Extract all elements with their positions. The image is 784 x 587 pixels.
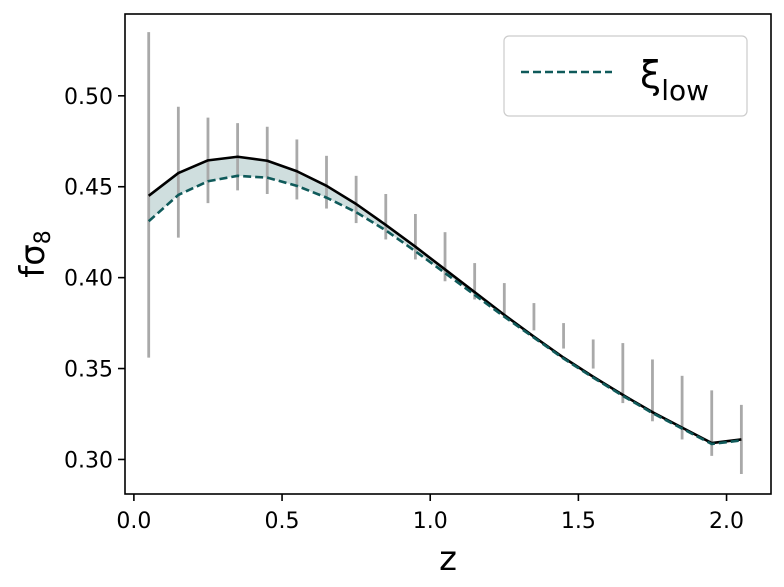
- x-tick-label: 2.0: [709, 509, 744, 534]
- tick-layer: 0.0 0.5 1.0 1.5 2.0 0.30 0.35 0.40 0.45 0.50: [64, 85, 744, 534]
- legend: ξlow: [503, 35, 748, 117]
- x-tick-label: 0.5: [265, 509, 300, 534]
- y-axis-title-main: f: [13, 265, 53, 278]
- legend-label-xi-low: ξlow: [640, 53, 709, 107]
- y-tick-label: 0.45: [64, 176, 113, 201]
- y-axis-title-subscript: 8: [31, 230, 56, 244]
- y-axis-title-symbol: σ: [13, 244, 53, 266]
- plot-layer: [147, 32, 743, 474]
- x-tick-label: 1.0: [413, 509, 448, 534]
- x-tick-label: 0.0: [116, 509, 151, 534]
- y-tick-label: 0.35: [64, 358, 113, 383]
- legend-label-subscript: low: [661, 74, 709, 107]
- legend-label-symbol: ξ: [640, 53, 661, 97]
- y-tick-label: 0.40: [64, 267, 113, 292]
- axes-frame: [124, 13, 772, 495]
- legend-box: [503, 35, 748, 117]
- series-line-fiducial: [147, 155, 742, 445]
- y-tick-label: 0.50: [64, 85, 113, 110]
- x-tick-label: 1.5: [561, 509, 596, 534]
- y-tick-label: 0.30: [64, 448, 113, 473]
- series-line-xi-low: [147, 174, 742, 446]
- x-axis-title: z: [439, 539, 457, 579]
- y-axis-title: fσ8: [13, 230, 56, 278]
